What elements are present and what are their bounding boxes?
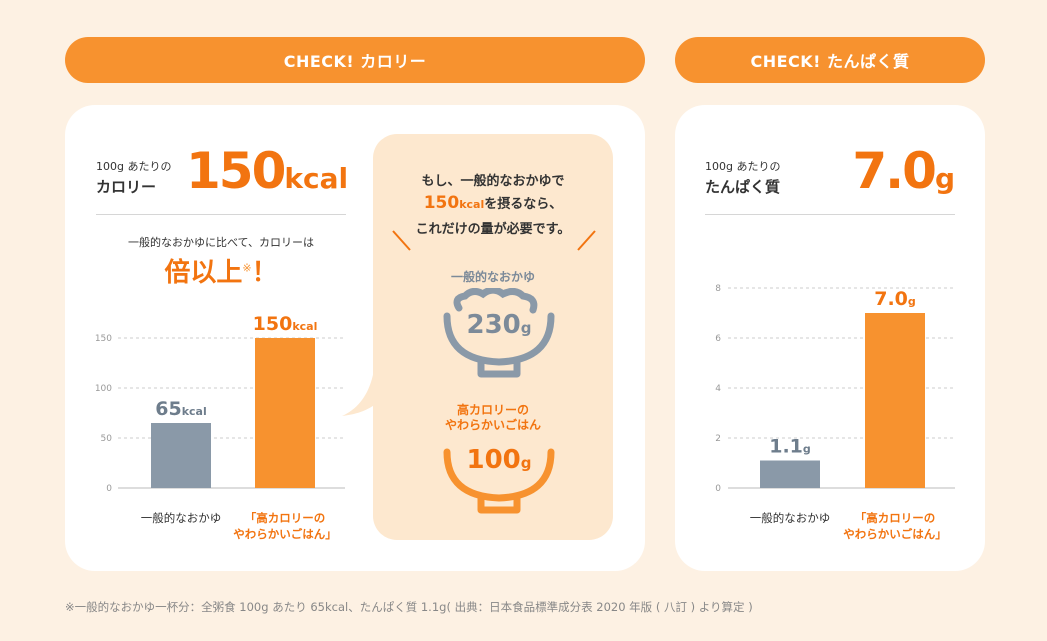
calorie-bar [255,338,315,488]
emphasis-marks [392,230,596,251]
calorie-category-label: やわらかいごはん」 [233,527,337,541]
highlight-mark: ※ [242,261,252,275]
protein-bar [865,313,925,488]
calorie-per-label: 100g あたりの [96,160,172,173]
protein-header: CHECK! たんぱく質 [675,37,985,83]
highlight-excl: ！ [251,258,278,288]
calorie-value: 150kcal [186,142,348,200]
calorie-name-label: カロリー [96,178,157,196]
calorie-value-number: 150 [186,142,286,200]
bowl1-unit: g [520,319,532,337]
bubble-line1: もし、一般的なおかゆで [421,174,565,189]
bowl2-amount: 100g [443,445,555,475]
highlight-main: 倍以上 [164,258,243,288]
protein-y-tick-label: 8 [715,284,721,294]
calorie-compare-text: 一般的なおかゆに比べて、カロリーは [127,236,314,249]
bubble-line2-value: 150 [423,193,460,213]
bowl1-label: 一般的なおかゆ [450,270,535,284]
protein-value-number: 7.0 [852,142,937,200]
calorie-y-tick-label: 100 [95,384,112,394]
bowl1-amount: 230g [443,310,555,340]
protein-per-label: 100g あたりの [705,160,781,173]
calorie-value-unit: kcal [284,162,349,195]
calorie-value-label: 65kcal [155,398,206,420]
protein-divider [705,214,955,215]
calorie-header: CHECK! カロリー [65,37,645,83]
speech-bubble [373,134,613,540]
protein-category-label: やわらかいごはん」 [843,527,947,541]
bowl1-value: 230 [466,310,521,340]
calorie-y-tick-label: 150 [95,334,112,344]
calorie-divider [96,214,346,215]
bubble-line2: 150kcalを摂るなら、 [373,193,613,213]
protein-y-tick-label: 2 [715,434,721,444]
protein-value-unit: g [934,162,955,195]
bowl2-label: 高カロリーの やわらかいごはん [373,403,613,433]
calorie-y-tick-label: 50 [101,434,113,444]
bowl2-unit: g [520,454,532,472]
bowl2-label-line2: やわらかいごはん [444,418,541,432]
protein-y-tick-label: 4 [715,384,721,394]
bubble-line3: これだけの量が必要です。 [415,222,571,237]
footnote: ※一般的なおかゆ一杯分：全粥食 100g あたり 65kcal、たんぱく質 1.… [65,600,753,614]
bubble-line2-rest: を摂るなら、 [484,197,563,212]
bowl2-label-line1: 高カロリーの [456,403,529,417]
protein-y-tick-label: 6 [715,334,721,344]
calorie-y-tick-label: 0 [106,484,112,494]
protein-bar [760,460,820,488]
bubble-line2-unit: kcal [459,198,485,211]
calorie-value-label: 150kcal [253,313,318,335]
calorie-category-label: 一般的なおかゆ [141,511,222,525]
bowl-icon-orange [443,448,555,514]
protein-category-label: 一般的なおかゆ [750,511,831,525]
bowl2-value: 100 [466,445,521,475]
calorie-bar-chart: 0 50 100 150 65kcal 一般的なおかゆ 150kcal 「高カロリーのやわらか… [95,313,345,541]
calorie-bar [151,423,211,488]
bowl-icon-grey [443,288,555,378]
speech-bubble-tail [342,370,380,416]
protein-value-label: 7.0g [874,288,916,310]
protein-value-label: 1.1g [769,436,811,458]
protein-category-label: 「高カロリーの [855,511,936,525]
protein-y-tick-label: 0 [715,484,721,494]
calorie-category-label: 「高カロリーの [245,511,326,525]
protein-name-label: たんぱく質 [705,178,781,196]
protein-value: 7.0g [840,142,955,200]
calorie-highlight: 倍以上※！ [96,252,346,289]
